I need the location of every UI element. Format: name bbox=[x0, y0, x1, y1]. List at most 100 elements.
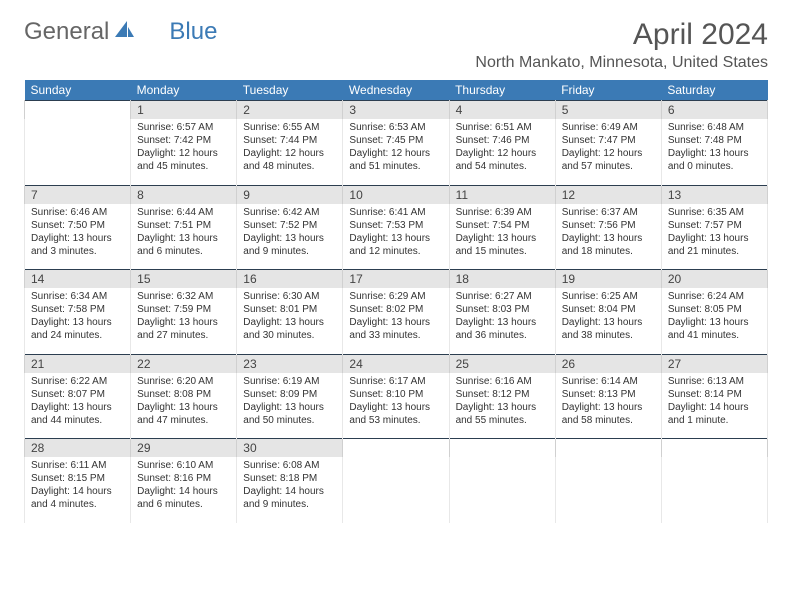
day-number-cell: 4 bbox=[449, 101, 555, 120]
day-content-cell: Sunrise: 6:20 AMSunset: 8:08 PMDaylight:… bbox=[131, 373, 237, 439]
day-number-cell bbox=[25, 101, 131, 120]
logo: General Blue bbox=[24, 18, 217, 46]
day-content-cell: Sunrise: 6:32 AMSunset: 7:59 PMDaylight:… bbox=[131, 288, 237, 354]
sunrise-text: Sunrise: 6:44 AM bbox=[137, 206, 230, 219]
day-content-cell: Sunrise: 6:55 AMSunset: 7:44 PMDaylight:… bbox=[237, 119, 343, 185]
sunrise-text: Sunrise: 6:08 AM bbox=[243, 459, 336, 472]
sunset-text: Sunset: 8:15 PM bbox=[31, 472, 124, 485]
day-number-cell: 30 bbox=[237, 439, 343, 458]
day-number-cell: 14 bbox=[25, 270, 131, 289]
day-content-cell: Sunrise: 6:51 AMSunset: 7:46 PMDaylight:… bbox=[449, 119, 555, 185]
location: North Mankato, Minnesota, United States bbox=[475, 54, 768, 72]
sunset-text: Sunset: 7:59 PM bbox=[137, 303, 230, 316]
sunrise-text: Sunrise: 6:22 AM bbox=[31, 375, 124, 388]
sunrise-text: Sunrise: 6:51 AM bbox=[456, 121, 549, 134]
sunset-text: Sunset: 8:09 PM bbox=[243, 388, 336, 401]
logo-sail-icon bbox=[113, 18, 135, 46]
day-content-row: Sunrise: 6:22 AMSunset: 8:07 PMDaylight:… bbox=[25, 373, 768, 439]
sunset-text: Sunset: 7:52 PM bbox=[243, 219, 336, 232]
daylight-text: Daylight: 13 hours and 33 minutes. bbox=[349, 316, 442, 342]
daylight-text: Daylight: 13 hours and 12 minutes. bbox=[349, 232, 442, 258]
day-content-cell: Sunrise: 6:14 AMSunset: 8:13 PMDaylight:… bbox=[555, 373, 661, 439]
day-number-cell: 15 bbox=[131, 270, 237, 289]
daylight-text: Daylight: 12 hours and 48 minutes. bbox=[243, 147, 336, 173]
day-number-cell: 10 bbox=[343, 185, 449, 204]
sunrise-text: Sunrise: 6:25 AM bbox=[562, 290, 655, 303]
day-content-cell bbox=[661, 457, 767, 523]
day-number-cell: 23 bbox=[237, 354, 343, 373]
daylight-text: Daylight: 13 hours and 0 minutes. bbox=[668, 147, 761, 173]
daylight-text: Daylight: 14 hours and 1 minute. bbox=[668, 401, 761, 427]
header-right: April 2024 North Mankato, Minnesota, Uni… bbox=[475, 18, 768, 72]
sunset-text: Sunset: 7:51 PM bbox=[137, 219, 230, 232]
day-content-cell: Sunrise: 6:34 AMSunset: 7:58 PMDaylight:… bbox=[25, 288, 131, 354]
daylight-text: Daylight: 12 hours and 54 minutes. bbox=[456, 147, 549, 173]
day-content-cell: Sunrise: 6:44 AMSunset: 7:51 PMDaylight:… bbox=[131, 204, 237, 270]
day-content-cell: Sunrise: 6:25 AMSunset: 8:04 PMDaylight:… bbox=[555, 288, 661, 354]
daylight-text: Daylight: 14 hours and 6 minutes. bbox=[137, 485, 230, 511]
sunrise-text: Sunrise: 6:11 AM bbox=[31, 459, 124, 472]
dow-header: Tuesday bbox=[237, 80, 343, 101]
daylight-text: Daylight: 12 hours and 45 minutes. bbox=[137, 147, 230, 173]
day-content-cell: Sunrise: 6:22 AMSunset: 8:07 PMDaylight:… bbox=[25, 373, 131, 439]
day-number-cell: 18 bbox=[449, 270, 555, 289]
day-number-cell: 8 bbox=[131, 185, 237, 204]
day-number-row: 14151617181920 bbox=[25, 270, 768, 289]
calendar-table: SundayMondayTuesdayWednesdayThursdayFrid… bbox=[24, 80, 768, 523]
daylight-text: Daylight: 13 hours and 36 minutes. bbox=[456, 316, 549, 342]
day-number-row: 78910111213 bbox=[25, 185, 768, 204]
day-content-row: Sunrise: 6:46 AMSunset: 7:50 PMDaylight:… bbox=[25, 204, 768, 270]
sunset-text: Sunset: 8:14 PM bbox=[668, 388, 761, 401]
day-content-cell: Sunrise: 6:13 AMSunset: 8:14 PMDaylight:… bbox=[661, 373, 767, 439]
day-content-cell: Sunrise: 6:08 AMSunset: 8:18 PMDaylight:… bbox=[237, 457, 343, 523]
sunset-text: Sunset: 8:16 PM bbox=[137, 472, 230, 485]
daylight-text: Daylight: 13 hours and 3 minutes. bbox=[31, 232, 124, 258]
sunset-text: Sunset: 7:45 PM bbox=[349, 134, 442, 147]
header: General Blue April 2024 North Mankato, M… bbox=[24, 18, 768, 72]
sunset-text: Sunset: 8:01 PM bbox=[243, 303, 336, 316]
sunrise-text: Sunrise: 6:37 AM bbox=[562, 206, 655, 219]
day-content-cell: Sunrise: 6:16 AMSunset: 8:12 PMDaylight:… bbox=[449, 373, 555, 439]
daylight-text: Daylight: 13 hours and 30 minutes. bbox=[243, 316, 336, 342]
dow-header: Wednesday bbox=[343, 80, 449, 101]
day-content-row: Sunrise: 6:11 AMSunset: 8:15 PM Daylight:… bbox=[25, 457, 768, 523]
sunset-text: Sunset: 7:44 PM bbox=[243, 134, 336, 147]
day-content-cell: Sunrise: 6:11 AMSunset: 8:15 PMDaylight:… bbox=[25, 457, 131, 523]
sunset-text: Sunset: 7:50 PM bbox=[31, 219, 124, 232]
sunset-text: Sunset: 8:04 PM bbox=[562, 303, 655, 316]
sunrise-text: Sunrise: 6:46 AM bbox=[31, 206, 124, 219]
day-content-cell: Sunrise: 6:39 AMSunset: 7:54 PMDaylight:… bbox=[449, 204, 555, 270]
sunrise-text: Sunrise: 6:32 AM bbox=[137, 290, 230, 303]
sunrise-text: Sunrise: 6:53 AM bbox=[349, 121, 442, 134]
day-content-cell: Sunrise: 6:24 AMSunset: 8:05 PMDaylight:… bbox=[661, 288, 767, 354]
sunrise-text: Sunrise: 6:57 AM bbox=[137, 121, 230, 134]
daylight-text: Daylight: 13 hours and 21 minutes. bbox=[668, 232, 761, 258]
day-number-cell: 13 bbox=[661, 185, 767, 204]
day-number-cell: 19 bbox=[555, 270, 661, 289]
day-number-cell: 12 bbox=[555, 185, 661, 204]
sunrise-text: Sunrise: 6:13 AM bbox=[668, 375, 761, 388]
day-number-cell: 28 bbox=[25, 439, 131, 458]
day-number-cell: 20 bbox=[661, 270, 767, 289]
daylight-text: Daylight: 13 hours and 44 minutes. bbox=[31, 401, 124, 427]
day-content-cell: Sunrise: 6:48 AMSunset: 7:48 PMDaylight:… bbox=[661, 119, 767, 185]
sunset-text: Sunset: 7:58 PM bbox=[31, 303, 124, 316]
dow-header: Saturday bbox=[661, 80, 767, 101]
day-number-cell bbox=[343, 439, 449, 458]
day-number-cell: 27 bbox=[661, 354, 767, 373]
dow-header: Friday bbox=[555, 80, 661, 101]
day-number-cell: 21 bbox=[25, 354, 131, 373]
day-number-cell: 7 bbox=[25, 185, 131, 204]
sunset-text: Sunset: 8:03 PM bbox=[456, 303, 549, 316]
day-content-cell: Sunrise: 6:17 AMSunset: 8:10 PMDaylight:… bbox=[343, 373, 449, 439]
day-content-cell bbox=[343, 457, 449, 523]
sunrise-text: Sunrise: 6:34 AM bbox=[31, 290, 124, 303]
sunset-text: Sunset: 7:54 PM bbox=[456, 219, 549, 232]
day-number-row: 282930 bbox=[25, 439, 768, 458]
sunset-text: Sunset: 8:05 PM bbox=[668, 303, 761, 316]
day-content-cell: Sunrise: 6:46 AMSunset: 7:50 PMDaylight:… bbox=[25, 204, 131, 270]
sunset-text: Sunset: 8:07 PM bbox=[31, 388, 124, 401]
sunset-text: Sunset: 7:57 PM bbox=[668, 219, 761, 232]
sunrise-text: Sunrise: 6:27 AM bbox=[456, 290, 549, 303]
sunrise-text: Sunrise: 6:49 AM bbox=[562, 121, 655, 134]
